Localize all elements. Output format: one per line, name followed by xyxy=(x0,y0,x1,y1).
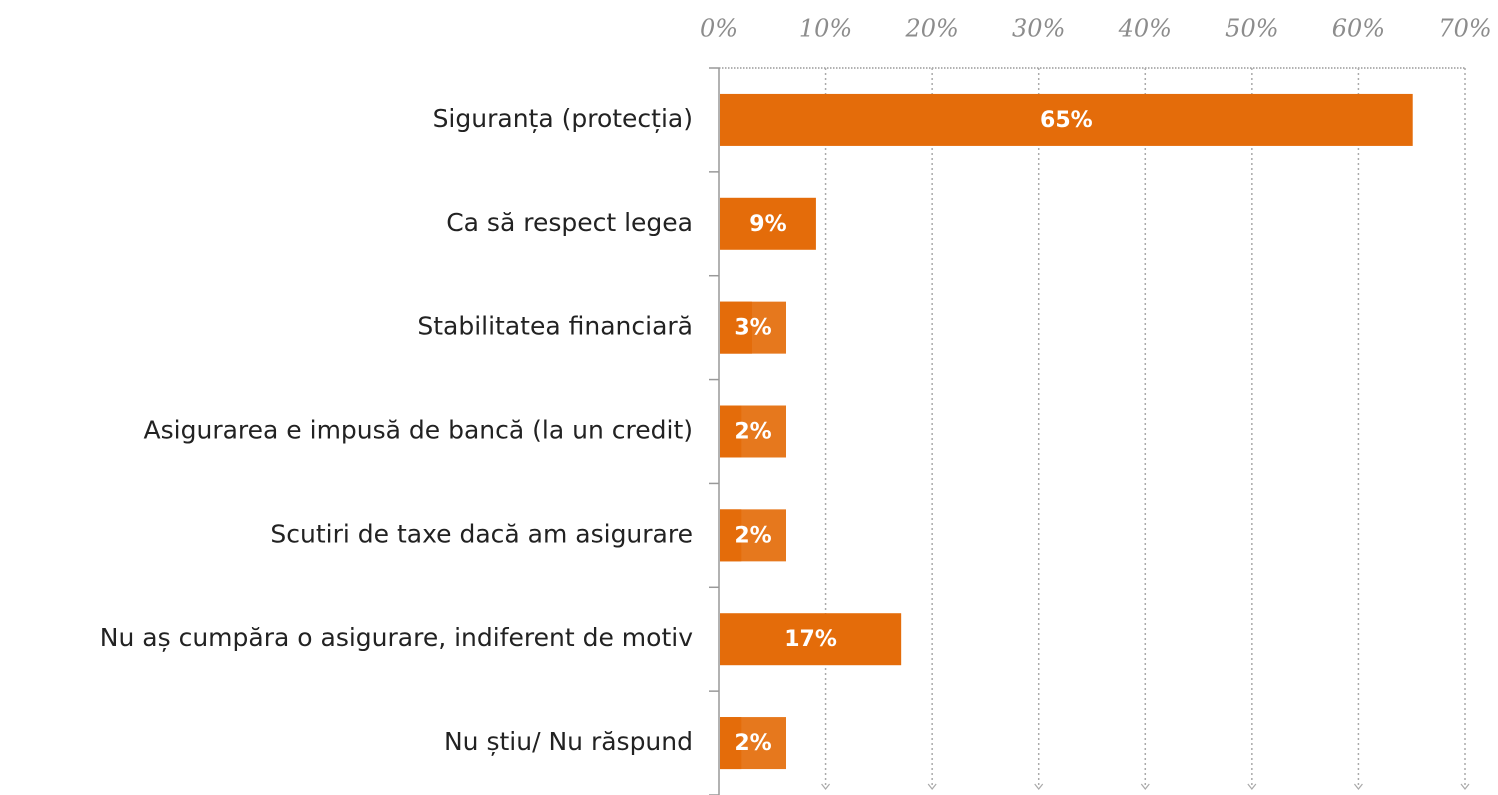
data-label: 3% xyxy=(734,316,771,341)
data-label: 9% xyxy=(749,212,786,237)
y-tick-label: Nu știu/ Nu răspund xyxy=(444,727,693,756)
x-tick-label: 20% xyxy=(904,15,958,43)
data-label: 2% xyxy=(734,420,771,445)
x-tick-label: 70% xyxy=(1438,15,1491,43)
x-tick-label: 60% xyxy=(1332,15,1385,43)
x-tick-label: 10% xyxy=(799,15,852,43)
grid-arrow xyxy=(1460,783,1470,790)
y-tick-label: Stabilitatea financiară xyxy=(417,312,693,341)
bar xyxy=(720,509,742,562)
data-label: 65% xyxy=(1040,108,1093,133)
bar xyxy=(720,405,742,458)
data-label: 17% xyxy=(784,627,837,652)
y-tick-label: Siguranța (protecția) xyxy=(433,104,693,133)
bar xyxy=(720,93,1413,146)
data-label: 2% xyxy=(734,731,771,756)
x-tick-label: 50% xyxy=(1225,15,1278,43)
bar xyxy=(720,197,816,250)
bar xyxy=(720,717,742,770)
grid-arrow xyxy=(1140,783,1150,790)
y-tick-label: Scutiri de taxe dacă am asigurare xyxy=(270,519,693,548)
x-tick-label: 0% xyxy=(700,15,738,43)
y-tick-label: Asigurarea e impusă de bancă (la un cred… xyxy=(144,416,693,445)
grid-arrow xyxy=(1034,783,1044,790)
bar xyxy=(720,301,752,354)
bar xyxy=(720,613,902,666)
grid-arrow xyxy=(821,783,831,790)
grid-arrow xyxy=(1353,783,1363,790)
y-tick-label: Ca să respect legea xyxy=(446,208,693,237)
grid-arrow xyxy=(1247,783,1257,790)
x-tick-label: 40% xyxy=(1118,15,1172,43)
x-tick-label: 30% xyxy=(1012,15,1065,43)
grid-arrow xyxy=(927,783,937,790)
y-tick-label: Nu aș cumpăra o asigurare, indiferent de… xyxy=(100,623,693,652)
data-label: 2% xyxy=(734,523,771,548)
